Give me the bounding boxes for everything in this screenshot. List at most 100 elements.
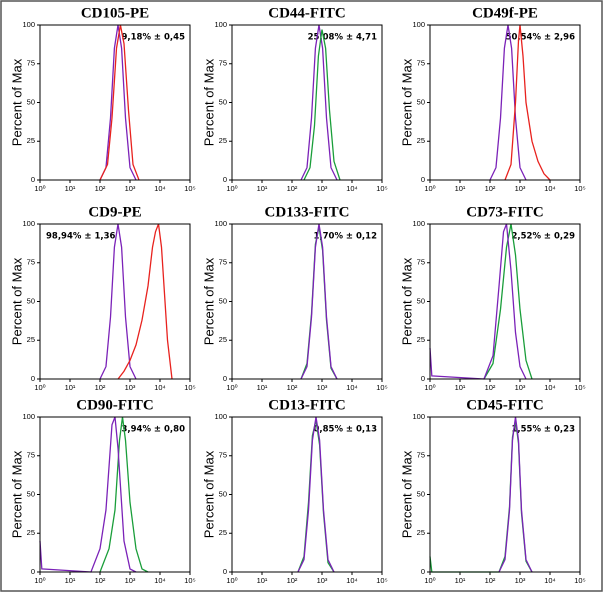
annotation: 3,94% ± 0,80	[121, 425, 185, 435]
y-tick-label: 75	[219, 451, 227, 460]
x-tick-label: 10⁰	[226, 383, 237, 392]
x-tick-label: 10⁴	[544, 576, 556, 585]
y-tick-label: 50	[219, 296, 227, 305]
x-tick-label: 10⁴	[154, 184, 166, 193]
plot-frame	[231, 24, 383, 181]
y-tick-label: 0	[31, 567, 35, 576]
x-tick-label: 10⁴	[346, 184, 358, 193]
y-axis-label: Percent of Max	[9, 257, 24, 345]
y-tick-label: 100	[412, 219, 425, 228]
y-tick-label: 75	[219, 258, 227, 267]
x-tick-label: 10⁵	[376, 184, 387, 193]
y-tick-label: 100	[22, 20, 35, 29]
histogram-line	[504, 24, 551, 181]
panel: CD133-FITC 1,70% ± 0,12 Percent of Max 0 25 5…	[201, 204, 387, 392]
x-tick-label: 10⁰	[226, 576, 237, 585]
y-tick-label: 0	[421, 374, 425, 383]
x-tick-label: 10⁰	[226, 184, 237, 193]
y-axis-label: Percent of Max	[399, 58, 414, 146]
panel: CD90-FITC 3,94% ± 0,80 Percent of Max 0 25 50…	[9, 397, 195, 585]
x-tick-label: 10²	[95, 383, 106, 392]
annotation: 9,18% ± 0,45	[121, 33, 185, 43]
y-tick-label: 100	[214, 219, 227, 228]
x-tick-label: 10²	[287, 383, 298, 392]
y-tick-label: 25	[219, 528, 227, 537]
y-tick-label: 25	[27, 528, 35, 537]
plot-frame	[39, 223, 191, 380]
x-tick-label: 10²	[287, 184, 298, 193]
y-tick-label: 0	[223, 567, 227, 576]
x-tick-label: 10⁰	[424, 383, 435, 392]
x-tick-label: 10²	[485, 184, 496, 193]
x-tick-label: 10³	[125, 383, 136, 392]
x-tick-label: 10¹	[455, 184, 466, 193]
y-axis-label: Percent of Max	[201, 257, 216, 345]
y-axis-label: Percent of Max	[399, 257, 414, 345]
panel-title: CD45-FITC	[466, 397, 544, 413]
y-tick-label: 75	[27, 451, 35, 460]
x-tick-label: 10⁵	[376, 576, 387, 585]
panel: CD9-PE 98,94% ± 1,36 Percent of Max 0 25 50 75…	[9, 204, 195, 392]
panel-title: CD90-FITC	[76, 397, 154, 413]
y-tick-label: 100	[214, 20, 227, 29]
x-tick-label: 10¹	[65, 383, 76, 392]
y-tick-label: 50	[219, 97, 227, 106]
panel: CD73-FITC 2,52% ± 0,29 Percent of Max 0 25 50…	[399, 204, 585, 392]
x-tick-label: 10¹	[257, 184, 268, 193]
y-axis-label: Percent of Max	[9, 450, 24, 538]
y-tick-label: 25	[219, 335, 227, 344]
panel-title: CD133-FITC	[265, 204, 350, 220]
y-tick-label: 100	[22, 219, 35, 228]
y-axis-label: Percent of Max	[201, 58, 216, 146]
x-tick-label: 10⁵	[376, 383, 387, 392]
y-tick-label: 25	[417, 136, 425, 145]
x-tick-label: 10²	[485, 383, 496, 392]
x-tick-label: 10²	[95, 184, 106, 193]
plot-frame	[429, 24, 581, 181]
histogram-line	[39, 416, 137, 573]
annotation: 1,55% ± 0,23	[511, 425, 575, 435]
x-tick-label: 10⁴	[154, 383, 166, 392]
y-tick-label: 0	[421, 175, 425, 184]
x-tick-label: 10⁵	[574, 184, 585, 193]
y-tick-label: 50	[417, 296, 425, 305]
panel-title: CD73-FITC	[466, 204, 544, 220]
x-tick-label: 10⁰	[34, 383, 45, 392]
panel-title: CD44-FITC	[268, 5, 346, 21]
y-tick-label: 100	[412, 412, 425, 421]
panel-title: CD105-PE	[81, 5, 149, 21]
annotation: 50,54% ± 2,96	[506, 33, 576, 43]
histogram-line	[99, 416, 149, 573]
x-tick-label: 10⁵	[184, 184, 195, 193]
x-tick-label: 10³	[515, 184, 526, 193]
x-tick-label: 10²	[95, 576, 106, 585]
histogram-line	[429, 223, 527, 380]
x-tick-label: 10¹	[65, 184, 76, 193]
y-tick-label: 100	[22, 412, 35, 421]
x-tick-label: 10⁴	[544, 184, 556, 193]
y-tick-label: 100	[214, 412, 227, 421]
x-tick-label: 10⁵	[184, 576, 195, 585]
annotation: 1,70% ± 0,12	[313, 232, 377, 242]
y-tick-label: 0	[223, 374, 227, 383]
x-tick-label: 10³	[515, 576, 526, 585]
y-tick-label: 75	[27, 258, 35, 267]
x-tick-label: 10¹	[455, 576, 466, 585]
y-axis-label: Percent of Max	[9, 58, 24, 146]
y-axis-label: Percent of Max	[399, 450, 414, 538]
x-tick-label: 10⁴	[544, 383, 556, 392]
panel: CD105-PE 9,18% ± 0,45 Percent of Max 0 25 50 7…	[9, 5, 195, 193]
y-tick-label: 25	[27, 335, 35, 344]
y-tick-label: 25	[417, 335, 425, 344]
panel-title: CD9-PE	[88, 204, 141, 220]
panel: CD44-FITC 25,08% ± 4,71 Percent of Max 0 25 5…	[201, 5, 387, 193]
x-tick-label: 10¹	[65, 576, 76, 585]
x-tick-label: 10¹	[257, 576, 268, 585]
panel: CD45-FITC 1,55% ± 0,23 Percent of Max 0 25 50…	[399, 397, 585, 585]
x-tick-label: 10⁰	[34, 576, 45, 585]
y-tick-label: 50	[417, 489, 425, 498]
x-tick-label: 10³	[317, 383, 328, 392]
plot-frame	[429, 223, 581, 380]
x-tick-label: 10²	[287, 576, 298, 585]
